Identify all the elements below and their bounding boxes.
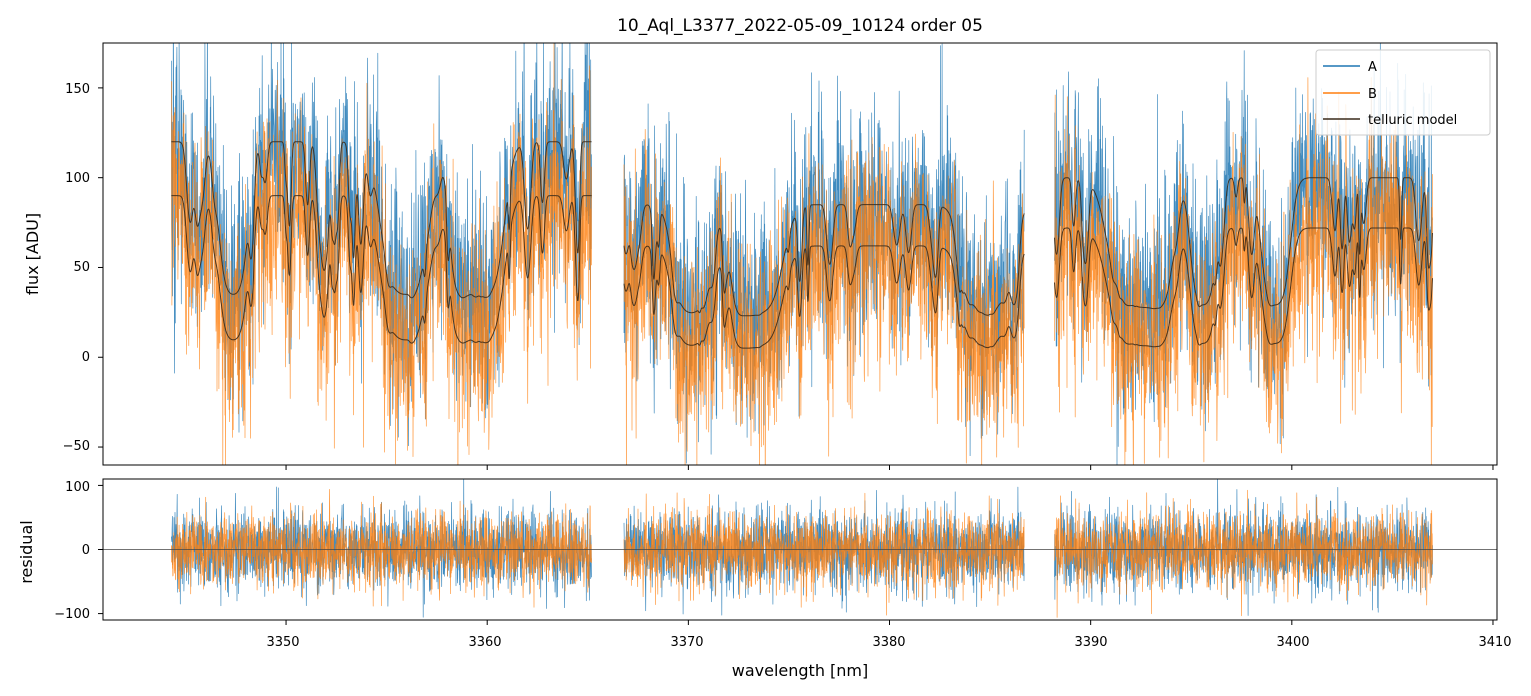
xtick-label: 3370 [670, 635, 703, 650]
flux-plot-area [171, 43, 1433, 465]
residual-plot-area [103, 479, 1497, 618]
residual-b-line [1054, 489, 1433, 618]
telluric-model-line [171, 141, 592, 299]
residual-ytick-label: −100 [54, 607, 90, 622]
residual-b-line [171, 488, 592, 608]
legend-label-b: B [1368, 87, 1377, 102]
flux-ytick-label: 0 [82, 350, 90, 365]
residual-y-ticks: 100 0 −100 [54, 480, 90, 622]
flux-panel: 150 100 50 0 −50 flux [ADU] A B telluric… [23, 42, 1498, 470]
residual-panel: 100 0 −100 residual [17, 478, 1498, 625]
legend-box [1315, 49, 1491, 136]
legend-label-a: A [1368, 60, 1377, 75]
flux-ytick-label: 50 [73, 260, 90, 275]
telluric-model-line [623, 204, 1025, 317]
xtick-label: 3390 [1074, 635, 1107, 650]
legend-label-model: telluric model [1368, 113, 1457, 128]
residual-ytick-label: 100 [65, 480, 90, 495]
telluric-model-line [1054, 227, 1433, 348]
flux-y-ticks: 150 100 50 0 −50 [63, 82, 90, 454]
residual-ytick-label: 0 [82, 543, 90, 558]
x-axis-label: wavelength [nm] [732, 661, 869, 680]
x-tick-labels: 3350 3360 3370 3380 3390 3400 3410 [266, 635, 1511, 650]
flux-y-axis-label: flux [ADU] [23, 213, 42, 295]
xtick-label: 3400 [1276, 635, 1309, 650]
flux-ytick-label: 150 [65, 82, 90, 97]
flux-ytick-label: −50 [63, 439, 90, 454]
series-b-line [171, 43, 592, 465]
xtick-label: 3360 [468, 635, 501, 650]
xtick-label: 3350 [266, 635, 299, 650]
flux-ytick-label: 100 [65, 171, 90, 186]
telluric-model-line [171, 195, 592, 344]
flux-axes-frame [102, 42, 1498, 466]
residual-y-axis-label: residual [17, 520, 36, 583]
legend: A B telluric model [1315, 49, 1491, 136]
telluric-model-line [1054, 177, 1433, 310]
xtick-label: 3410 [1478, 635, 1511, 650]
telluric-model-line [623, 245, 1025, 349]
residual-b-line [623, 492, 1025, 616]
flux-tick-marks [98, 87, 1494, 470]
residual-tick-marks [98, 484, 1494, 625]
series-b-line [623, 128, 1025, 465]
xtick-label: 3380 [872, 635, 905, 650]
chart-title: 10_Aql_L3377_2022-05-09_10124 order 05 [617, 16, 983, 36]
